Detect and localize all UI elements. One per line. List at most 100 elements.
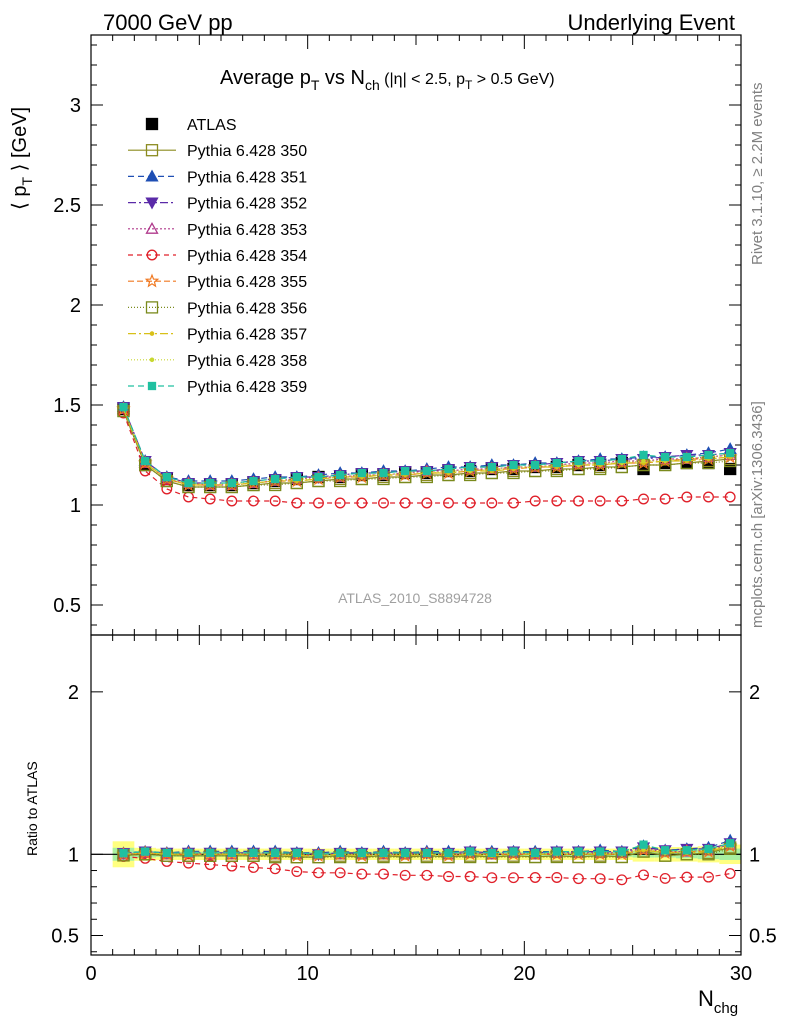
data-point — [704, 450, 713, 460]
ratio-line — [123, 848, 731, 858]
legend-entry: Pythia 6.428 355 — [128, 273, 307, 291]
data-point — [137, 455, 153, 470]
main-y-tick-label: 0.5 — [53, 595, 81, 617]
main-y-tick-label: 3 — [70, 95, 81, 117]
legend-marker — [149, 331, 155, 336]
ratio-point — [616, 874, 628, 886]
data-point — [594, 495, 606, 507]
ratio-point — [397, 848, 413, 862]
ratio-point — [184, 848, 193, 857]
legend-label: Pythia 6.428 358 — [187, 353, 307, 370]
x-tick-label: 10 — [297, 963, 319, 985]
ratio-point — [549, 846, 565, 861]
data-point — [726, 448, 735, 458]
ratio-point — [162, 848, 171, 858]
ratio-point — [659, 873, 671, 884]
data-point — [616, 495, 628, 507]
ratio-point — [314, 850, 323, 859]
data-point — [271, 474, 280, 484]
data-point — [336, 470, 345, 480]
ratio-y-tick-label-right: 1 — [749, 844, 760, 866]
data-point — [334, 497, 346, 509]
data-point — [509, 460, 518, 470]
ratio-point — [183, 857, 194, 869]
data-point — [246, 475, 261, 490]
legend-label: Pythia 6.428 357 — [187, 327, 307, 344]
legend-label: Pythia 6.428 351 — [187, 169, 307, 186]
data-point — [184, 478, 193, 488]
data-point — [659, 493, 671, 505]
ratio-point — [574, 847, 583, 856]
ratio-point — [529, 872, 541, 883]
ratio-ylabel: Ratio to ATLAS — [24, 761, 40, 856]
data-point — [206, 478, 215, 488]
data-point — [119, 402, 128, 412]
legend-marker — [145, 301, 159, 314]
data-point — [573, 495, 584, 507]
legend-label: Pythia 6.428 356 — [187, 300, 307, 317]
legend-entry: Pythia 6.428 358 — [128, 353, 307, 370]
data-point — [487, 462, 496, 472]
main-ylabel: ⟨ pT ⟩ [GeV] — [9, 107, 35, 210]
data-point — [639, 450, 648, 460]
x-tick-label: 20 — [513, 963, 535, 985]
ratio-y-tick-label-left: 1 — [68, 844, 79, 866]
ratio-point — [464, 871, 476, 882]
data-point — [291, 497, 303, 509]
legend-entry: ATLAS — [145, 117, 237, 134]
series-line — [122, 406, 731, 484]
main-series-group — [116, 400, 738, 509]
ratio-point — [421, 869, 433, 881]
legend-marker — [145, 144, 159, 157]
data-point — [401, 466, 410, 476]
ratio-point — [271, 848, 280, 857]
ratio-point — [422, 848, 431, 858]
data-point — [724, 462, 737, 476]
data-point — [314, 472, 323, 482]
data-point — [681, 491, 693, 503]
series-line — [122, 406, 731, 484]
ratio-series-pythia-6-428-354 — [118, 851, 736, 886]
ratio-point — [592, 846, 608, 861]
main-y-tick-label: 1 — [70, 495, 81, 517]
ratio-point — [141, 847, 150, 856]
main-y-tick-label: 2 — [70, 295, 81, 317]
ratio-point — [703, 871, 714, 883]
ratio-point — [401, 848, 410, 858]
ratio-series-group — [116, 833, 738, 886]
data-point — [399, 497, 411, 509]
data-point — [248, 495, 259, 507]
data-point — [508, 497, 519, 509]
series-line — [122, 408, 731, 486]
ratio-point — [206, 848, 215, 857]
ratio-point — [638, 869, 649, 881]
data-point — [249, 476, 258, 486]
ratio-point — [594, 873, 606, 885]
legend-label: Pythia 6.428 354 — [187, 248, 307, 265]
data-point — [464, 497, 476, 509]
legend-label: Pythia 6.428 355 — [187, 274, 307, 291]
ratio-point — [486, 872, 498, 884]
ratio-point — [379, 848, 388, 858]
ratio-point — [227, 848, 236, 857]
data-point — [269, 495, 281, 507]
data-point — [292, 472, 301, 482]
data-point — [574, 456, 583, 466]
ratio-point — [636, 842, 651, 857]
data-point — [444, 464, 453, 474]
ratio-line — [123, 855, 731, 881]
legend: ATLAS Pythia 6.428 350 Pythia 6.428 351 Pyt… — [128, 117, 307, 396]
data-point — [531, 460, 540, 470]
data-point — [703, 491, 714, 503]
ratio-point — [119, 849, 128, 858]
legend-marker — [145, 221, 159, 234]
ratio-point — [289, 848, 305, 862]
data-point — [661, 452, 670, 462]
x-axis-label: Nchg — [698, 986, 738, 1017]
ratio-series-pythia-6-428-359 — [119, 839, 735, 859]
data-point — [552, 458, 561, 468]
legend-label: Pythia 6.428 350 — [187, 143, 307, 160]
ratio-point — [313, 867, 324, 879]
ratio-point — [357, 848, 366, 858]
ratio-point — [444, 848, 453, 858]
